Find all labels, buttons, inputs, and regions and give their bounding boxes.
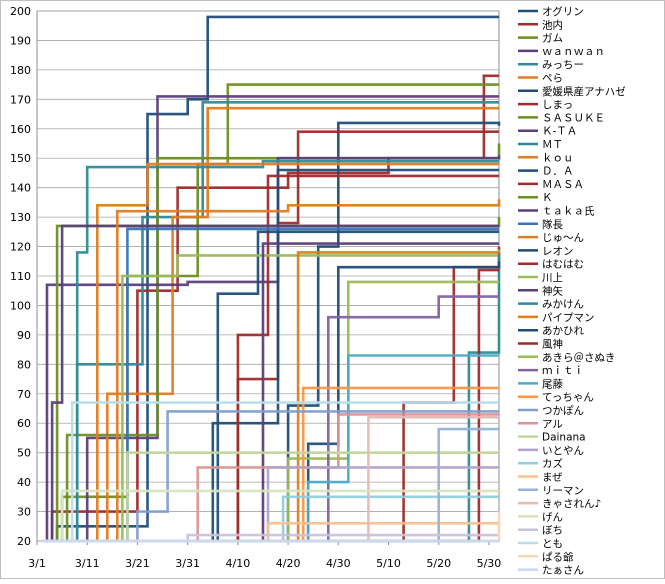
legend-label: ＭＴ <box>542 139 563 151</box>
x-tick-label: 3/11 <box>75 557 100 570</box>
y-tick-label: 50 <box>17 447 31 460</box>
series-line-6 <box>42 106 499 543</box>
x-tick-label: 3/31 <box>175 557 200 570</box>
y-tick-label: 120 <box>10 241 31 254</box>
legend-label: 風神 <box>542 338 563 351</box>
legend-label: ガム <box>542 33 563 45</box>
y-tick-label: 60 <box>17 417 31 430</box>
legend-label: たぁさん <box>542 565 584 577</box>
legend-label: まぜ <box>542 472 563 484</box>
y-tick-label: 130 <box>10 211 31 224</box>
legend-label: リーマン <box>542 485 584 497</box>
y-tick-label: 100 <box>10 299 31 312</box>
legend-label: ペら <box>542 73 563 85</box>
legend-label: みっちー <box>542 59 584 71</box>
legend-label: しまっ <box>542 99 573 111</box>
y-tick-label: 180 <box>10 64 31 77</box>
legend-label: 川上 <box>542 272 563 284</box>
legend-label: ｍｉｔｉ <box>542 365 584 377</box>
x-tick-label: 3/1 <box>28 557 46 570</box>
legend-label: Ｋ <box>542 192 553 204</box>
y-tick-label: 30 <box>17 506 31 519</box>
y-tick-label: 70 <box>17 388 31 401</box>
x-tick-label: 5/30 <box>477 557 502 570</box>
x-tick-label: 4/30 <box>326 557 351 570</box>
y-tick-label: 80 <box>17 358 31 371</box>
legend-label: ｔａｋａ氏 <box>542 206 595 218</box>
legend-label: ぼち <box>542 525 563 537</box>
legend-label: みかけん <box>542 299 584 311</box>
x-tick-label: 4/20 <box>276 557 301 570</box>
legend-label: 池内 <box>542 18 563 31</box>
legend-label: あかひれ <box>542 325 584 337</box>
legend-label: アル <box>542 418 563 430</box>
x-tick-label: 5/10 <box>376 557 401 570</box>
y-tick-label: 90 <box>17 329 31 342</box>
legend-label: 尾藤 <box>542 378 563 390</box>
legend-label: Dainana <box>542 432 586 444</box>
legend-label: てっちゃん <box>542 392 594 404</box>
legend-label: Ｄ．Ａ <box>542 166 574 178</box>
legend-label: 神矢 <box>542 284 563 297</box>
legend-label: パイプマン <box>542 312 595 324</box>
legend-label: ｗａｎｗａｎ <box>542 46 605 58</box>
legend-label: つかぽん <box>542 405 584 417</box>
y-tick-label: 110 <box>10 270 31 283</box>
x-tick-label: 4/10 <box>226 557 251 570</box>
y-tick-label: 170 <box>10 93 31 106</box>
legend-label: レオン <box>542 245 574 257</box>
legend-label: 愛媛県産アナハゼ <box>542 85 626 98</box>
legend-label: カズ <box>542 457 563 470</box>
legend-label: あきら＠さぬき <box>542 352 615 364</box>
legend-label: ＭＡＳＡ <box>542 179 584 191</box>
x-tick-label: 3/21 <box>125 557 150 570</box>
legend-label: ＳＡＳＵＫＥ <box>542 112 605 124</box>
series-line-11 <box>42 159 499 543</box>
legend-label: げん <box>542 511 563 523</box>
legend-label: とも <box>542 538 563 550</box>
y-tick-label: 20 <box>17 535 31 548</box>
legend-label: Ｋ-ＴＡ <box>542 126 577 138</box>
legend-label: はむはむ <box>542 259 584 271</box>
y-tick-label: 200 <box>10 5 31 18</box>
legend-label: オグリン <box>542 5 584 18</box>
legend-label: じゅ〜ん <box>542 232 584 244</box>
series-line-10 <box>42 155 501 543</box>
legend-label: きゃされん♪ <box>542 498 601 510</box>
y-tick-label: 150 <box>10 152 31 165</box>
y-tick-label: 190 <box>10 34 31 47</box>
y-tick-label: 40 <box>17 476 31 489</box>
x-tick-label: 5/20 <box>426 557 451 570</box>
legend-label: ｋｏｕ <box>542 152 574 164</box>
y-tick-label: 160 <box>10 123 31 136</box>
y-tick-label: 140 <box>10 182 31 195</box>
legend-label: いとやん <box>542 445 584 457</box>
legend-label: ぱる爺 <box>542 550 574 563</box>
legend-label: 隊長 <box>542 218 563 231</box>
